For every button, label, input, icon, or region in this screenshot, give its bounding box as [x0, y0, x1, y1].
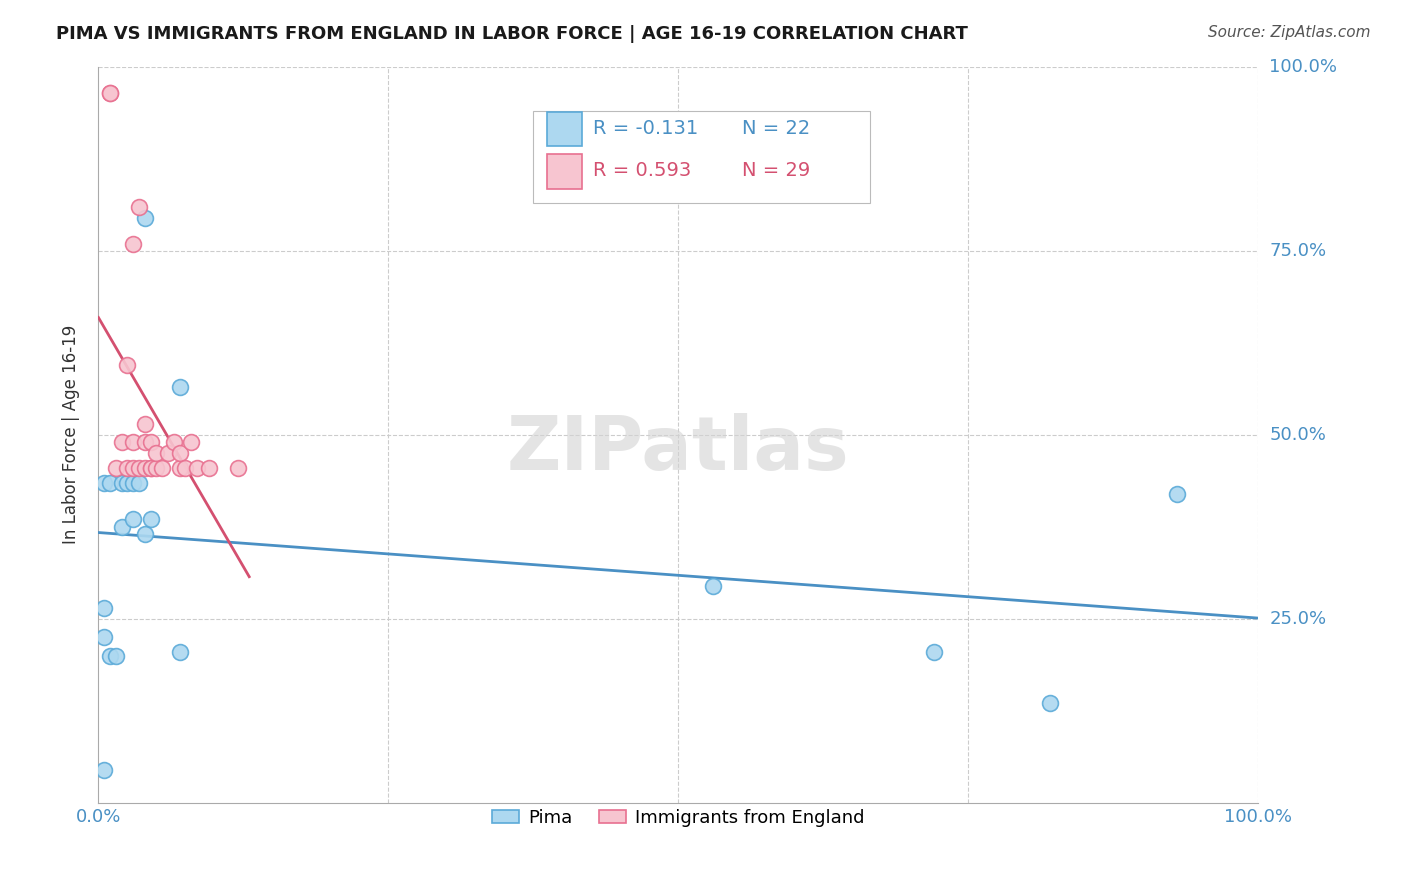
Point [128, 461, 150, 475]
Legend: Pima, Immigrants from England: Pima, Immigrants from England [485, 802, 872, 834]
Text: R = 0.593: R = 0.593 [592, 161, 690, 180]
Point [111, 435, 132, 450]
Point [145, 461, 167, 475]
Point [139, 461, 162, 475]
Point [104, 648, 127, 663]
Point [134, 435, 156, 450]
Point [122, 475, 145, 490]
Text: 100.0%: 100.0% [1270, 58, 1337, 76]
Point [98, 648, 121, 663]
Text: ZIPatlas: ZIPatlas [508, 413, 849, 486]
Point [922, 645, 945, 659]
Text: PIMA VS IMMIGRANTS FROM ENGLAND IN LABOR FORCE | AGE 16-19 CORRELATION CHART: PIMA VS IMMIGRANTS FROM ENGLAND IN LABOR… [56, 25, 969, 43]
Text: N = 29: N = 29 [742, 161, 810, 180]
Point [169, 446, 191, 460]
Point [93, 630, 115, 644]
Point [122, 512, 145, 526]
Point [128, 475, 150, 490]
Text: 50.0%: 50.0% [1270, 425, 1326, 444]
Point [104, 461, 127, 475]
Point [128, 200, 150, 214]
Point [702, 579, 724, 593]
Point [226, 461, 249, 475]
Point [122, 435, 145, 450]
Point [111, 520, 132, 534]
Point [174, 461, 197, 475]
Point [122, 461, 145, 475]
Text: Source: ZipAtlas.com: Source: ZipAtlas.com [1208, 25, 1371, 40]
Point [169, 461, 191, 475]
Point [93, 475, 115, 490]
Point [157, 446, 180, 460]
Text: 25.0%: 25.0% [1270, 610, 1327, 628]
Point [117, 461, 139, 475]
Point [180, 435, 202, 450]
Point [122, 236, 145, 251]
Point [117, 475, 139, 490]
Text: N = 22: N = 22 [742, 119, 810, 138]
Point [163, 435, 186, 450]
Y-axis label: In Labor Force | Age 16-19: In Labor Force | Age 16-19 [62, 326, 80, 544]
Point [93, 763, 115, 777]
FancyBboxPatch shape [533, 111, 870, 203]
Point [93, 600, 115, 615]
FancyBboxPatch shape [547, 112, 582, 146]
Point [134, 461, 156, 475]
FancyBboxPatch shape [547, 154, 582, 188]
Point [98, 86, 121, 100]
Text: 75.0%: 75.0% [1270, 242, 1327, 260]
Point [111, 475, 132, 490]
Point [117, 358, 139, 372]
Text: R = -0.131: R = -0.131 [592, 119, 697, 138]
Point [197, 461, 219, 475]
Point [98, 475, 121, 490]
Point [169, 645, 191, 659]
Point [186, 461, 208, 475]
Point [134, 527, 156, 541]
Point [150, 461, 173, 475]
Point [98, 86, 121, 100]
Point [145, 446, 167, 460]
Point [134, 417, 156, 431]
Point [1166, 487, 1188, 501]
Point [169, 380, 191, 394]
Point [139, 435, 162, 450]
Point [139, 461, 162, 475]
Point [134, 211, 156, 225]
Point [1038, 697, 1062, 711]
Point [139, 512, 162, 526]
